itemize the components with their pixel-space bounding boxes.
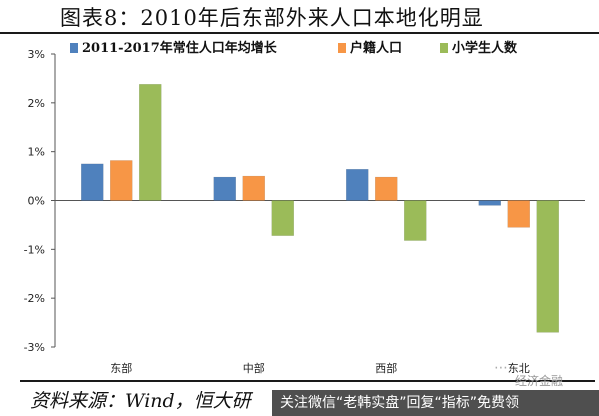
title-bar: 图表8：2010年后东部外来人口本地化明显 — [0, 0, 599, 34]
ad-banner[interactable]: 关注微信“老韩实盘”回复“指标”免费领 — [272, 390, 599, 416]
y-tick-label: 0% — [28, 195, 45, 208]
y-tick-label: 1% — [28, 146, 45, 159]
legend-swatch — [70, 43, 78, 53]
legend-swatch — [338, 43, 346, 53]
bar — [478, 200, 501, 206]
bar-chart: -3% -2% -1% 0% 1% 2% 3% 东部 中部 西部 东北 2011-2017年常住人口年… — [24, 40, 585, 375]
y-tick-label: -3% — [24, 341, 45, 354]
bar — [404, 200, 427, 241]
bottom-rule — [20, 380, 595, 382]
bar — [242, 175, 265, 201]
y-tick-label: -1% — [24, 243, 45, 256]
y-tick-label: 2% — [28, 97, 45, 110]
bar — [507, 200, 530, 228]
x-tick-label: 中部 — [243, 361, 265, 375]
bar — [81, 163, 104, 201]
bar — [110, 160, 133, 201]
bar — [346, 168, 369, 201]
legend-label: 户籍人口 — [350, 40, 402, 56]
legend-label: 小学生人数 — [452, 40, 518, 56]
y-tick-label: 3% — [28, 48, 45, 61]
bar — [139, 84, 162, 201]
bar — [213, 176, 236, 201]
x-tick-label: 东部 — [110, 361, 132, 375]
bar — [375, 176, 398, 201]
x-tick-label: 西部 — [375, 361, 397, 375]
chart-title: 图表8：2010年后东部外来人口本地化明显 — [60, 6, 484, 30]
watermark-icon: ⋯ — [494, 360, 508, 376]
legend-label: 2011-2017年常住人口年均增长 — [82, 40, 278, 56]
y-tick-label: -2% — [24, 292, 45, 305]
source-note: 资料来源：Wind，恒大研 — [30, 390, 251, 412]
x-tick-label: 东北 — [508, 362, 530, 375]
legend-swatch — [440, 43, 448, 53]
bar — [271, 200, 294, 236]
bar — [536, 200, 559, 333]
watermark-text: 经济金融 — [515, 374, 564, 388]
